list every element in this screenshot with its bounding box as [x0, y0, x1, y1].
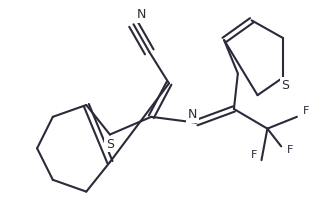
Text: N: N: [188, 108, 197, 121]
Text: F: F: [250, 150, 257, 160]
Text: S: S: [281, 79, 289, 92]
Text: N: N: [137, 8, 146, 21]
Text: S: S: [106, 138, 114, 151]
Text: F: F: [303, 106, 309, 116]
Text: F: F: [287, 145, 294, 155]
